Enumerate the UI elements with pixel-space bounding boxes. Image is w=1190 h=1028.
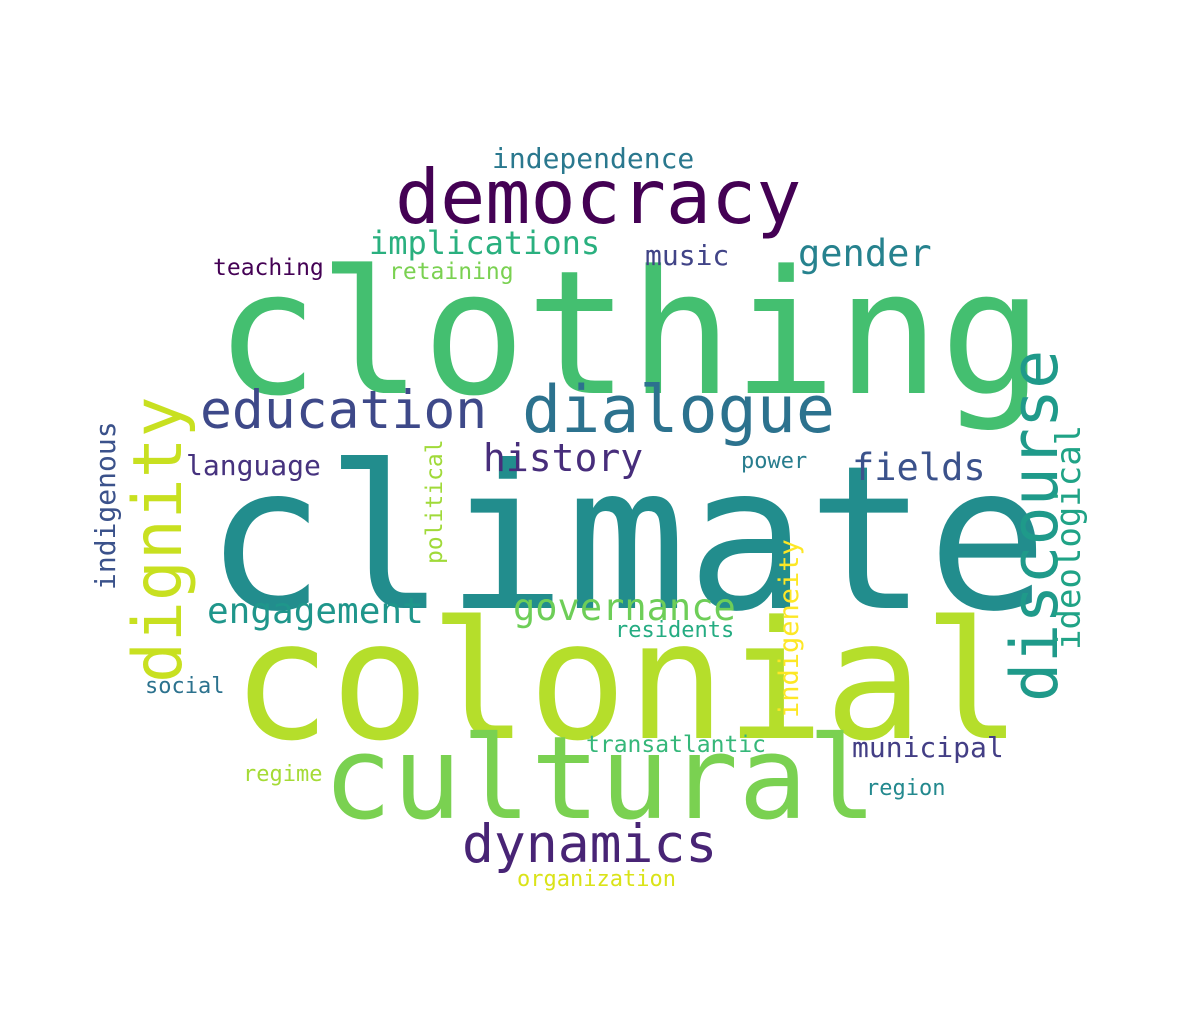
word-language: language	[186, 449, 321, 482]
word-social: social	[145, 674, 225, 699]
word-governance: governance	[513, 586, 736, 629]
word-climate: climate	[205, 423, 1048, 656]
word-indigeneity: indigeneity	[774, 539, 805, 718]
word-music: music	[645, 239, 730, 272]
word-regime: regime	[243, 762, 323, 787]
word-teaching: teaching	[213, 255, 324, 281]
word-gender: gender	[798, 232, 932, 275]
word-ideological: ideological	[1049, 424, 1089, 650]
word-region: region	[866, 776, 946, 801]
word-colonial: colonial	[232, 586, 1022, 777]
word-retaining: retaining	[389, 259, 514, 285]
word-dialogue: dialogue	[522, 373, 836, 448]
word-transatlantic: transatlantic	[586, 732, 767, 758]
word-political: political	[422, 439, 448, 564]
word-residents: residents	[615, 618, 735, 643]
word-history: history	[483, 436, 644, 480]
word-democracy: democracy	[395, 153, 802, 241]
word-power: power	[741, 449, 808, 474]
word-dynamics: dynamics	[462, 814, 718, 875]
word-municipal: municipal	[852, 731, 1004, 764]
word-engagement: engagement	[207, 591, 424, 632]
word-education: education	[200, 380, 488, 441]
word-indigenous: indigenous	[89, 421, 122, 590]
word-cultural: cultural	[323, 712, 877, 846]
word-fields: fields	[852, 446, 986, 489]
word-organization: organization	[517, 867, 676, 892]
word-clothing: clothing	[215, 233, 1044, 434]
word-implications: implications	[369, 224, 601, 262]
word-independence: independence	[492, 142, 695, 175]
word-dignity: dignity	[119, 396, 198, 683]
